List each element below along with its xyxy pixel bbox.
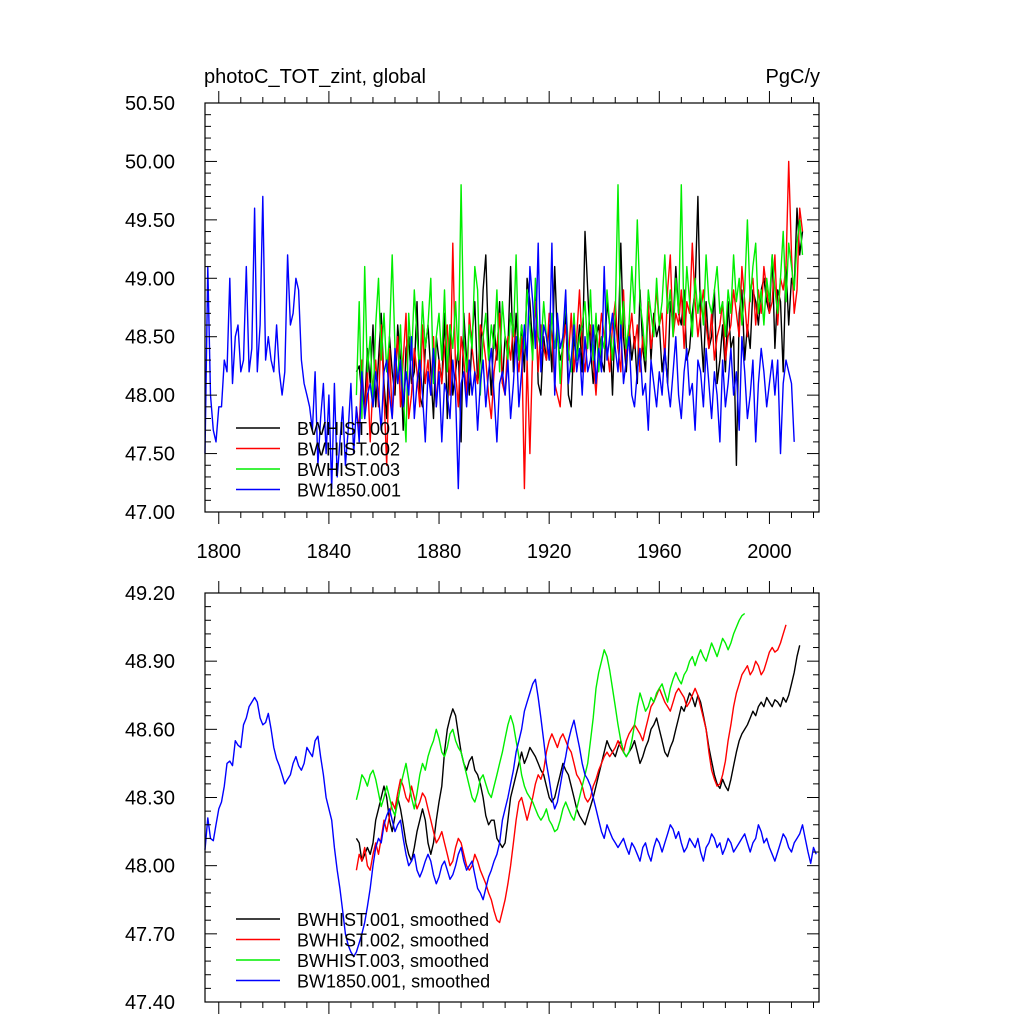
series-line-bwhist-003: [355, 612, 746, 833]
legend-label: BW1850.001, smoothed: [297, 972, 490, 992]
y-axis-labels: 47.00 47.50 48.00 48.50 49.00 49.50 50.00 50.50: [125, 93, 175, 524]
chart-panel-raw: photoC_TOT_zint, global PgC/y 47.00 47.50…: [125, 66, 820, 563]
series-group: [204, 160, 804, 490]
x-tick-label: 1840: [307, 541, 352, 563]
legend-label: BWHIST.003, smoothed: [297, 951, 489, 971]
x-tick-label: 2000: [747, 541, 792, 563]
legend-label: BWHIST.001: [297, 419, 400, 439]
x-tick-label: 1920: [527, 541, 572, 563]
series-line-bwhist-003: [355, 184, 804, 443]
y-tick-label: 48.00: [125, 385, 175, 407]
plot-frame: [204, 102, 820, 513]
y-tick-label: 50.50: [125, 93, 175, 115]
y-tick-label: 49.50: [125, 210, 175, 232]
y-tick-label: 48.50: [125, 327, 175, 349]
y-tick-label: 48.00: [125, 856, 175, 878]
y-tick-label: 48.30: [125, 788, 175, 810]
chart-panel-smoothed: 47.40 47.70 48.00 48.30 48.60 48.90 49.20 BWHI…: [125, 581, 820, 1014]
y-tick-label: 49.20: [125, 583, 175, 605]
legend-label: BWHIST.003: [297, 460, 400, 480]
y-tick-label: 48.60: [125, 719, 175, 741]
series-group: [204, 612, 817, 958]
x-tick-label: 1960: [637, 541, 682, 563]
x-axis-labels: 1800 1840 1880 1920 1960 2000: [197, 541, 792, 563]
series-line-bwhist-002: [355, 624, 787, 924]
y-tick-label: 47.00: [125, 502, 175, 524]
y-tick-label: 47.40: [125, 992, 175, 1014]
y-axis-labels: 47.40 47.70 48.00 48.30 48.60 48.90 49.20: [125, 583, 175, 1014]
y-tick-label: 47.70: [125, 924, 175, 946]
legend-label: BWHIST.002: [297, 440, 400, 460]
y-tick-label: 50.00: [125, 151, 175, 173]
legend-label: BWHIST.002, smoothed: [297, 931, 489, 951]
y-tick-label: 48.90: [125, 651, 175, 673]
chart-title: photoC_TOT_zint, global: [204, 66, 426, 88]
y-tick-label: 47.50: [125, 444, 175, 466]
y-tick-label: 49.00: [125, 268, 175, 290]
series-line-bw1850-001: [204, 195, 795, 490]
x-tick-label: 1880: [417, 541, 462, 563]
chart-units: PgC/y: [766, 66, 820, 88]
axis-ticks: [205, 91, 819, 524]
x-tick-label: 1800: [197, 541, 242, 563]
legend-label: BW1850.001: [297, 481, 401, 501]
series-line-bwhist-001: [355, 645, 801, 862]
series-line-bw1850-001: [204, 678, 817, 958]
legend-label: BWHIST.001, smoothed: [297, 910, 489, 930]
axis-ticks: [205, 581, 819, 1014]
